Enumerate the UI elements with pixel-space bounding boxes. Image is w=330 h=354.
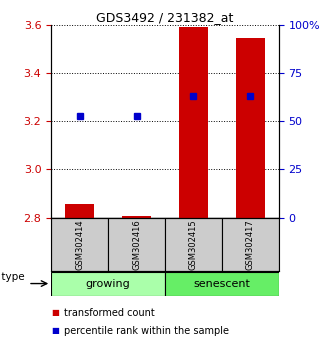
Text: growing: growing — [86, 279, 130, 289]
Bar — [165, 218, 222, 271]
Text: GSM302417: GSM302417 — [246, 219, 255, 270]
Text: transformed count: transformed count — [64, 308, 155, 318]
Text: ■: ■ — [51, 308, 59, 317]
Text: ■: ■ — [51, 326, 59, 335]
Bar — [108, 218, 165, 271]
Text: senescent: senescent — [193, 279, 250, 289]
Bar — [165, 272, 279, 296]
Text: cell type: cell type — [0, 272, 25, 282]
Text: GSM302416: GSM302416 — [132, 219, 141, 270]
Bar — [236, 38, 265, 218]
Text: percentile rank within the sample: percentile rank within the sample — [64, 326, 229, 336]
Bar — [51, 218, 108, 271]
Text: GSM302414: GSM302414 — [75, 219, 84, 270]
Bar — [122, 216, 151, 218]
Bar — [222, 218, 279, 271]
Bar — [51, 272, 165, 296]
Bar — [65, 205, 94, 218]
Bar — [179, 27, 208, 218]
Title: GDS3492 / 231382_at: GDS3492 / 231382_at — [96, 11, 234, 24]
Text: GSM302415: GSM302415 — [189, 219, 198, 270]
